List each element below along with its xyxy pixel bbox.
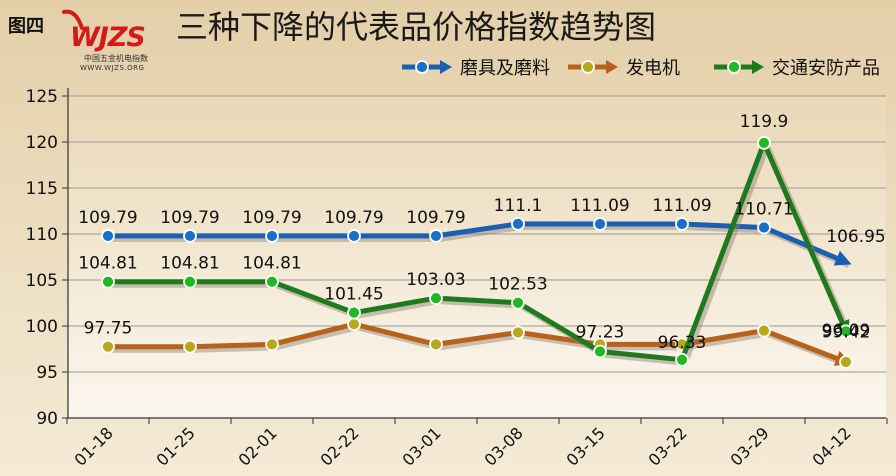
legend-marker bbox=[581, 60, 595, 74]
y-tick-label: 90 bbox=[36, 409, 58, 429]
data-label: 106.95 bbox=[826, 227, 885, 247]
logo-subtitle: 中国五金机电指数 bbox=[84, 54, 148, 63]
data-point bbox=[101, 229, 115, 243]
data-point bbox=[511, 325, 525, 340]
x-tick-label: 03-22 bbox=[645, 423, 691, 469]
series-line bbox=[108, 321, 847, 365]
data-point bbox=[183, 229, 197, 243]
data-point bbox=[183, 274, 197, 289]
data-point bbox=[757, 136, 771, 150]
data-point bbox=[429, 291, 443, 306]
data-point bbox=[511, 216, 525, 231]
data-label: 103.03 bbox=[406, 270, 465, 290]
x-tick-label: 02-22 bbox=[317, 423, 363, 469]
series-line bbox=[108, 221, 847, 265]
data-label: 109.79 bbox=[160, 208, 219, 228]
series-arrowhead bbox=[833, 250, 852, 266]
plot-area bbox=[68, 96, 886, 418]
x-tick-label: 01-25 bbox=[153, 423, 199, 469]
x-tick-label: 04-12 bbox=[809, 423, 855, 469]
y-axis: 90 95 100 105 110 115 120 125 bbox=[26, 87, 69, 429]
data-point bbox=[839, 324, 853, 339]
data-point bbox=[675, 352, 689, 367]
x-tick-label: 01-18 bbox=[71, 423, 117, 469]
wjzs-logo-swoosh-icon bbox=[62, 9, 84, 30]
legend: 磨具及磨料 发电机 交通安防产品 bbox=[402, 58, 880, 79]
data-point bbox=[757, 323, 771, 338]
data-point bbox=[265, 229, 279, 243]
legend-label: 发电机 bbox=[626, 58, 680, 79]
data-point bbox=[593, 217, 607, 231]
legend-arrow-icon bbox=[752, 60, 764, 74]
data-label: 104.81 bbox=[160, 254, 219, 274]
data-label: 97.75 bbox=[84, 319, 133, 339]
series-shadow bbox=[111, 324, 851, 368]
x-tick-label: 03-01 bbox=[399, 423, 445, 469]
data-label: 109.79 bbox=[78, 208, 137, 228]
series-line bbox=[108, 140, 849, 363]
data-label: 109.79 bbox=[324, 208, 383, 228]
y-tick-label: 115 bbox=[26, 179, 58, 199]
data-point bbox=[839, 355, 853, 369]
chart-title: 三种下降的代表品价格指数趋势图 bbox=[176, 8, 657, 46]
data-point bbox=[675, 217, 689, 231]
y-tick-label: 100 bbox=[26, 317, 58, 337]
x-tick-label: 03-29 bbox=[727, 423, 773, 469]
logo-text: WJZS bbox=[70, 22, 146, 53]
logo-url: WWW.WJZS.ORG bbox=[80, 64, 145, 72]
data-point bbox=[101, 339, 115, 354]
data-point bbox=[101, 274, 115, 289]
legend-label: 交通安防产品 bbox=[772, 58, 880, 79]
x-tick-label: 02-01 bbox=[235, 423, 281, 469]
data-labels-group: 109.79 109.79 109.79 109.79 109.79 111.1 111.0… bbox=[78, 112, 885, 353]
data-point bbox=[347, 229, 361, 243]
legend-marker bbox=[727, 60, 741, 74]
series-shadow bbox=[111, 142, 852, 366]
legend-arrow-icon bbox=[440, 60, 452, 74]
x-tick-label: 03-08 bbox=[481, 423, 527, 469]
data-point bbox=[511, 295, 525, 310]
data-label: 111.09 bbox=[652, 196, 711, 216]
data-point bbox=[429, 229, 443, 243]
y-tick-label: 105 bbox=[26, 271, 58, 291]
data-point bbox=[265, 274, 279, 289]
data-point bbox=[593, 344, 607, 359]
y-tick-label: 125 bbox=[26, 87, 58, 107]
data-label: 110.71 bbox=[734, 199, 793, 219]
x-tick-label: 03-15 bbox=[563, 423, 609, 469]
series-shadow bbox=[111, 223, 851, 268]
data-point bbox=[347, 305, 361, 320]
figure-label: 图四 bbox=[8, 16, 44, 37]
data-point bbox=[429, 337, 443, 352]
data-label: 109.79 bbox=[242, 208, 301, 228]
data-label: 104.81 bbox=[78, 254, 137, 274]
legend-label: 磨具及磨料 bbox=[460, 58, 550, 79]
data-label: 111.09 bbox=[570, 196, 629, 216]
y-tick-label: 110 bbox=[26, 225, 58, 245]
data-point bbox=[183, 339, 197, 354]
data-label: 102.53 bbox=[488, 275, 547, 295]
y-tick-label: 120 bbox=[26, 133, 58, 153]
data-label: 101.45 bbox=[324, 285, 383, 305]
data-label: 96.33 bbox=[658, 333, 707, 353]
legend-arrow-icon bbox=[606, 60, 618, 74]
data-point bbox=[757, 220, 771, 235]
y-tick-label: 95 bbox=[36, 363, 58, 383]
data-label: 99.42 bbox=[822, 322, 871, 342]
data-point bbox=[265, 337, 279, 352]
data-label: 96.09 bbox=[822, 321, 871, 341]
data-point bbox=[347, 317, 361, 332]
legend-marker bbox=[415, 60, 429, 74]
series-group bbox=[101, 136, 853, 369]
data-label: 111.1 bbox=[494, 196, 543, 216]
data-label: 104.81 bbox=[242, 254, 301, 274]
data-label: 119.9 bbox=[740, 112, 789, 132]
x-axis: 01-18 01-25 02-01 02-22 03-01 03-08 03-15 03-22… bbox=[66, 417, 888, 470]
data-label: 109.79 bbox=[406, 208, 465, 228]
data-label: 97.23 bbox=[576, 322, 625, 342]
